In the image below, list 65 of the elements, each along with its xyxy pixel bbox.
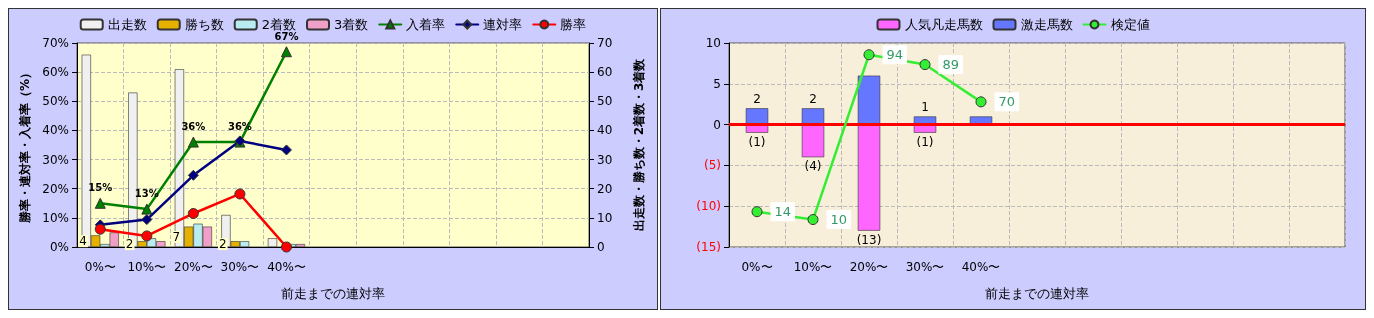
x-tick-label: 10%〜 [127,260,167,274]
y-tick-label: 40% [42,123,69,138]
data-label: 89 [942,57,960,73]
x-tick-label: 0%〜 [84,260,116,274]
y-tick-label: 20% [42,181,69,196]
y-tick-label: 70% [42,36,69,50]
data-label: 14 [774,204,792,220]
data-label: 10 [830,212,848,228]
x-axis-title: 前走までの連対率 [985,286,1089,301]
y-tick-label: 10 [705,36,721,50]
x-tick-label: 20%〜 [849,260,889,274]
data-label: 15% [88,182,113,194]
data-label: 36% [181,121,206,133]
y2-tick-label: 50 [597,94,613,109]
data-label: 2 [809,92,817,107]
data-label: (1) [748,134,766,149]
legend-label: 入着率 [406,17,446,32]
y-tick-label: 30% [42,152,69,167]
data-label: 2 [753,92,761,107]
data-label: (4) [804,159,822,174]
legend-label: 3着数 [334,17,369,32]
y2-axis-title: 出走数・勝ち数・2着数・3着数 [632,57,646,232]
data-label: 2 [125,237,134,252]
y-tick-label: 60% [42,65,69,80]
y-tick-label: (15) [696,240,721,254]
data-label: 2 [218,237,227,252]
data-label: (1) [916,134,934,149]
y2-tick-label: 30 [597,152,613,167]
y2-tick-label: 10 [597,210,613,225]
y-tick-label: 50% [42,94,69,109]
y-tick-label: (5) [704,158,721,173]
y2-tick-label: 60 [597,65,613,80]
y-tick-label: (10) [696,199,721,214]
y2-tick-label: 40 [597,123,613,138]
x-tick-label: 0%〜 [741,260,773,274]
x-tick-label: 10%〜 [793,260,833,274]
y2-tick-label: 0 [597,240,605,254]
legend-label: 出走数 [107,17,147,32]
data-label: 70 [998,94,1016,110]
y2-tick-label: 20 [597,181,613,196]
legend-label: 勝ち数 [184,17,224,32]
data-label: 4 [79,234,87,249]
legend-label: 2着数 [261,17,297,32]
x-axis-title: 前走までの連対率 [281,286,385,301]
legend-label: 激走馬数 [1020,17,1073,32]
legend-label: 人気凡走馬数 [904,17,983,32]
y-tick-label: 10% [42,210,69,225]
x-tick-label: 20%〜 [174,260,213,274]
data-label: 67% [274,30,299,42]
y-tick-label: 0% [49,240,69,254]
x-tick-label: 40%〜 [267,260,306,274]
x-tick-label: 40%〜 [961,260,1001,274]
y-tick-label: 0 [713,117,721,132]
x-tick-label: 30%〜 [220,260,260,274]
data-label: 94 [886,47,904,63]
data-label: (13) [856,232,882,247]
legend-label: 検定値 [1110,17,1150,32]
data-label: 7 [172,229,181,244]
data-label: 1 [921,100,929,115]
legend-label: 勝率 [560,17,587,32]
x-tick-label: 30%〜 [905,260,945,274]
y2-tick-label: 70 [597,36,613,50]
y-axis-title: 勝率・連対率・入着率（%） [18,66,33,225]
y-tick-label: 5 [713,76,721,91]
legend-label: 連対率 [483,17,523,32]
